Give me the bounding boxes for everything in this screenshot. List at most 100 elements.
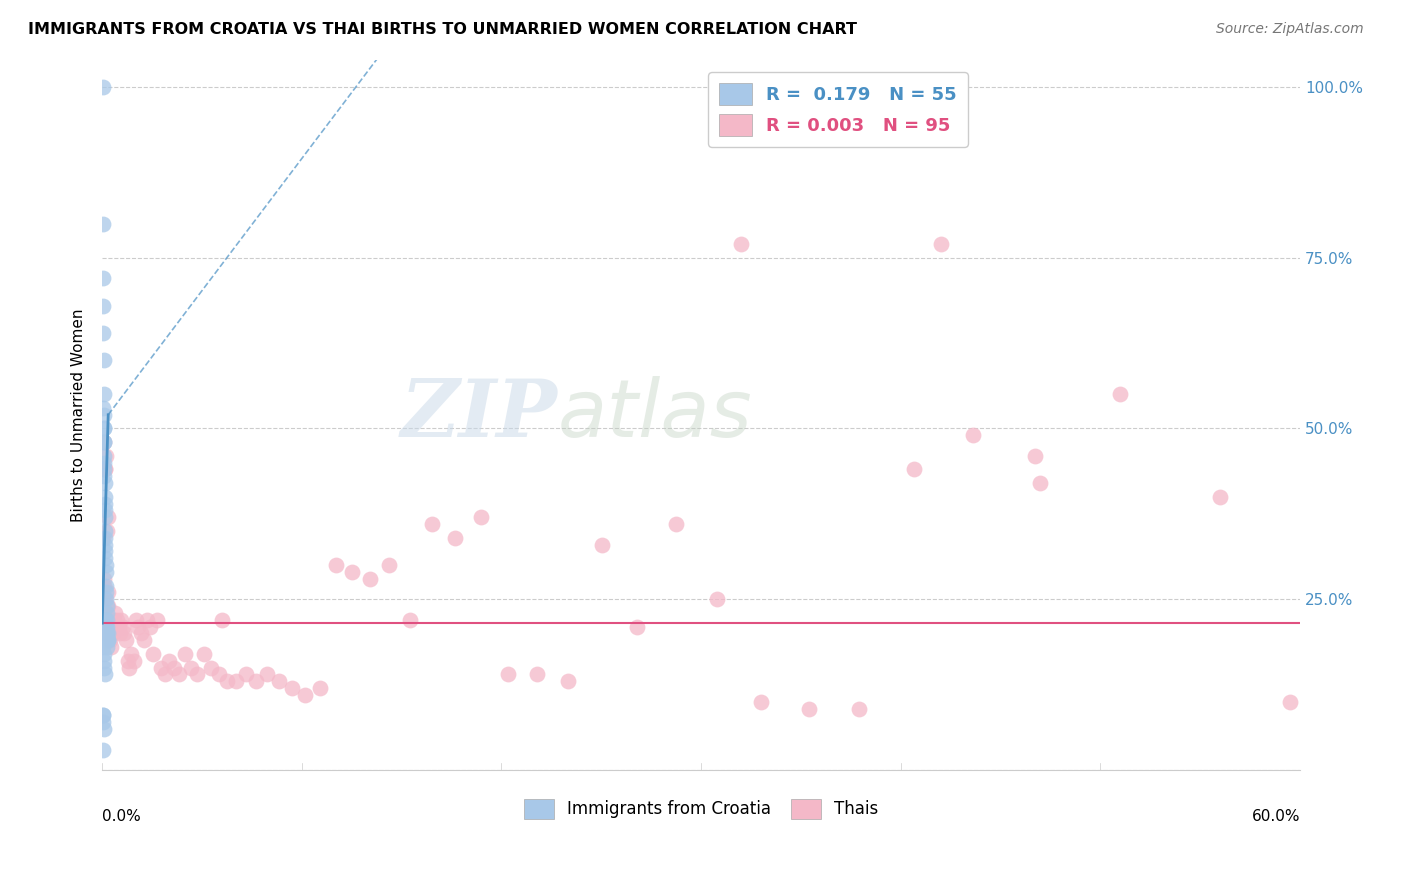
Point <box>340 565 363 579</box>
Point <box>1109 387 1132 401</box>
Text: Source: ZipAtlas.com: Source: ZipAtlas.com <box>1216 22 1364 37</box>
Point <box>256 667 278 681</box>
Point <box>112 626 135 640</box>
Point <box>1279 695 1302 709</box>
Point <box>93 462 115 476</box>
Point <box>94 613 117 627</box>
Point <box>91 271 114 285</box>
Point <box>267 674 290 689</box>
Point <box>96 613 118 627</box>
Point <box>211 613 233 627</box>
Point <box>120 647 142 661</box>
Point <box>96 524 118 538</box>
Point <box>294 688 316 702</box>
Point <box>180 660 202 674</box>
Point <box>1029 476 1052 491</box>
Point <box>100 613 122 627</box>
Point <box>706 592 728 607</box>
Point <box>93 715 115 730</box>
Point <box>96 585 118 599</box>
Point <box>186 667 208 681</box>
Point <box>359 572 381 586</box>
Point <box>97 633 120 648</box>
Point <box>94 578 117 592</box>
Point <box>91 708 114 723</box>
Point <box>93 722 115 736</box>
Point <box>105 613 128 627</box>
Point <box>100 640 122 654</box>
Point <box>96 626 118 640</box>
Point <box>444 531 467 545</box>
Point <box>208 667 231 681</box>
Point <box>96 613 118 627</box>
Point <box>93 660 115 674</box>
Point <box>157 654 180 668</box>
Point <box>93 401 115 415</box>
Point <box>145 613 167 627</box>
Point <box>96 626 118 640</box>
Point <box>101 619 124 633</box>
Point <box>97 626 120 640</box>
Point <box>129 626 152 640</box>
Point <box>94 613 117 627</box>
Point <box>557 674 579 689</box>
Point <box>107 619 129 633</box>
Point <box>93 462 115 476</box>
Text: atlas: atlas <box>557 376 752 454</box>
Point <box>309 681 332 695</box>
Point <box>93 421 115 435</box>
Point <box>103 626 125 640</box>
Point <box>94 531 117 545</box>
Point <box>193 647 215 661</box>
Point <box>91 79 114 94</box>
Point <box>94 497 117 511</box>
Text: 60.0%: 60.0% <box>1251 809 1301 824</box>
Point <box>93 353 115 368</box>
Point <box>93 469 115 483</box>
Point <box>94 551 117 566</box>
Point <box>235 667 257 681</box>
Point <box>97 585 120 599</box>
Point <box>91 217 114 231</box>
Point <box>93 476 115 491</box>
Point <box>94 592 117 607</box>
Point <box>749 695 772 709</box>
Point <box>96 599 118 613</box>
Point <box>118 660 141 674</box>
Point <box>97 633 120 648</box>
Point <box>94 524 117 538</box>
Point <box>470 510 492 524</box>
Point <box>94 503 117 517</box>
Legend: Immigrants from Croatia, Thais: Immigrants from Croatia, Thais <box>517 792 886 826</box>
Point <box>93 408 115 422</box>
Point <box>163 660 186 674</box>
Point <box>97 510 120 524</box>
Point <box>93 572 115 586</box>
Point <box>626 619 648 633</box>
Point <box>93 449 115 463</box>
Point <box>153 667 176 681</box>
Point <box>730 237 752 252</box>
Point <box>591 538 613 552</box>
Point <box>91 742 114 756</box>
Point <box>97 599 120 613</box>
Point <box>125 613 148 627</box>
Point <box>526 667 548 681</box>
Point <box>93 647 115 661</box>
Point <box>93 435 115 450</box>
Point <box>93 421 115 435</box>
Point <box>903 462 925 476</box>
Point <box>104 606 127 620</box>
Point <box>94 538 117 552</box>
Point <box>325 558 347 572</box>
Y-axis label: Births to Unmarried Women: Births to Unmarried Women <box>72 308 86 522</box>
Point <box>96 599 118 613</box>
Point <box>142 647 165 661</box>
Point <box>96 633 118 648</box>
Point <box>929 237 952 252</box>
Point <box>1209 490 1232 504</box>
Point <box>245 674 267 689</box>
Point <box>98 626 121 640</box>
Point <box>169 667 191 681</box>
Point <box>93 298 115 312</box>
